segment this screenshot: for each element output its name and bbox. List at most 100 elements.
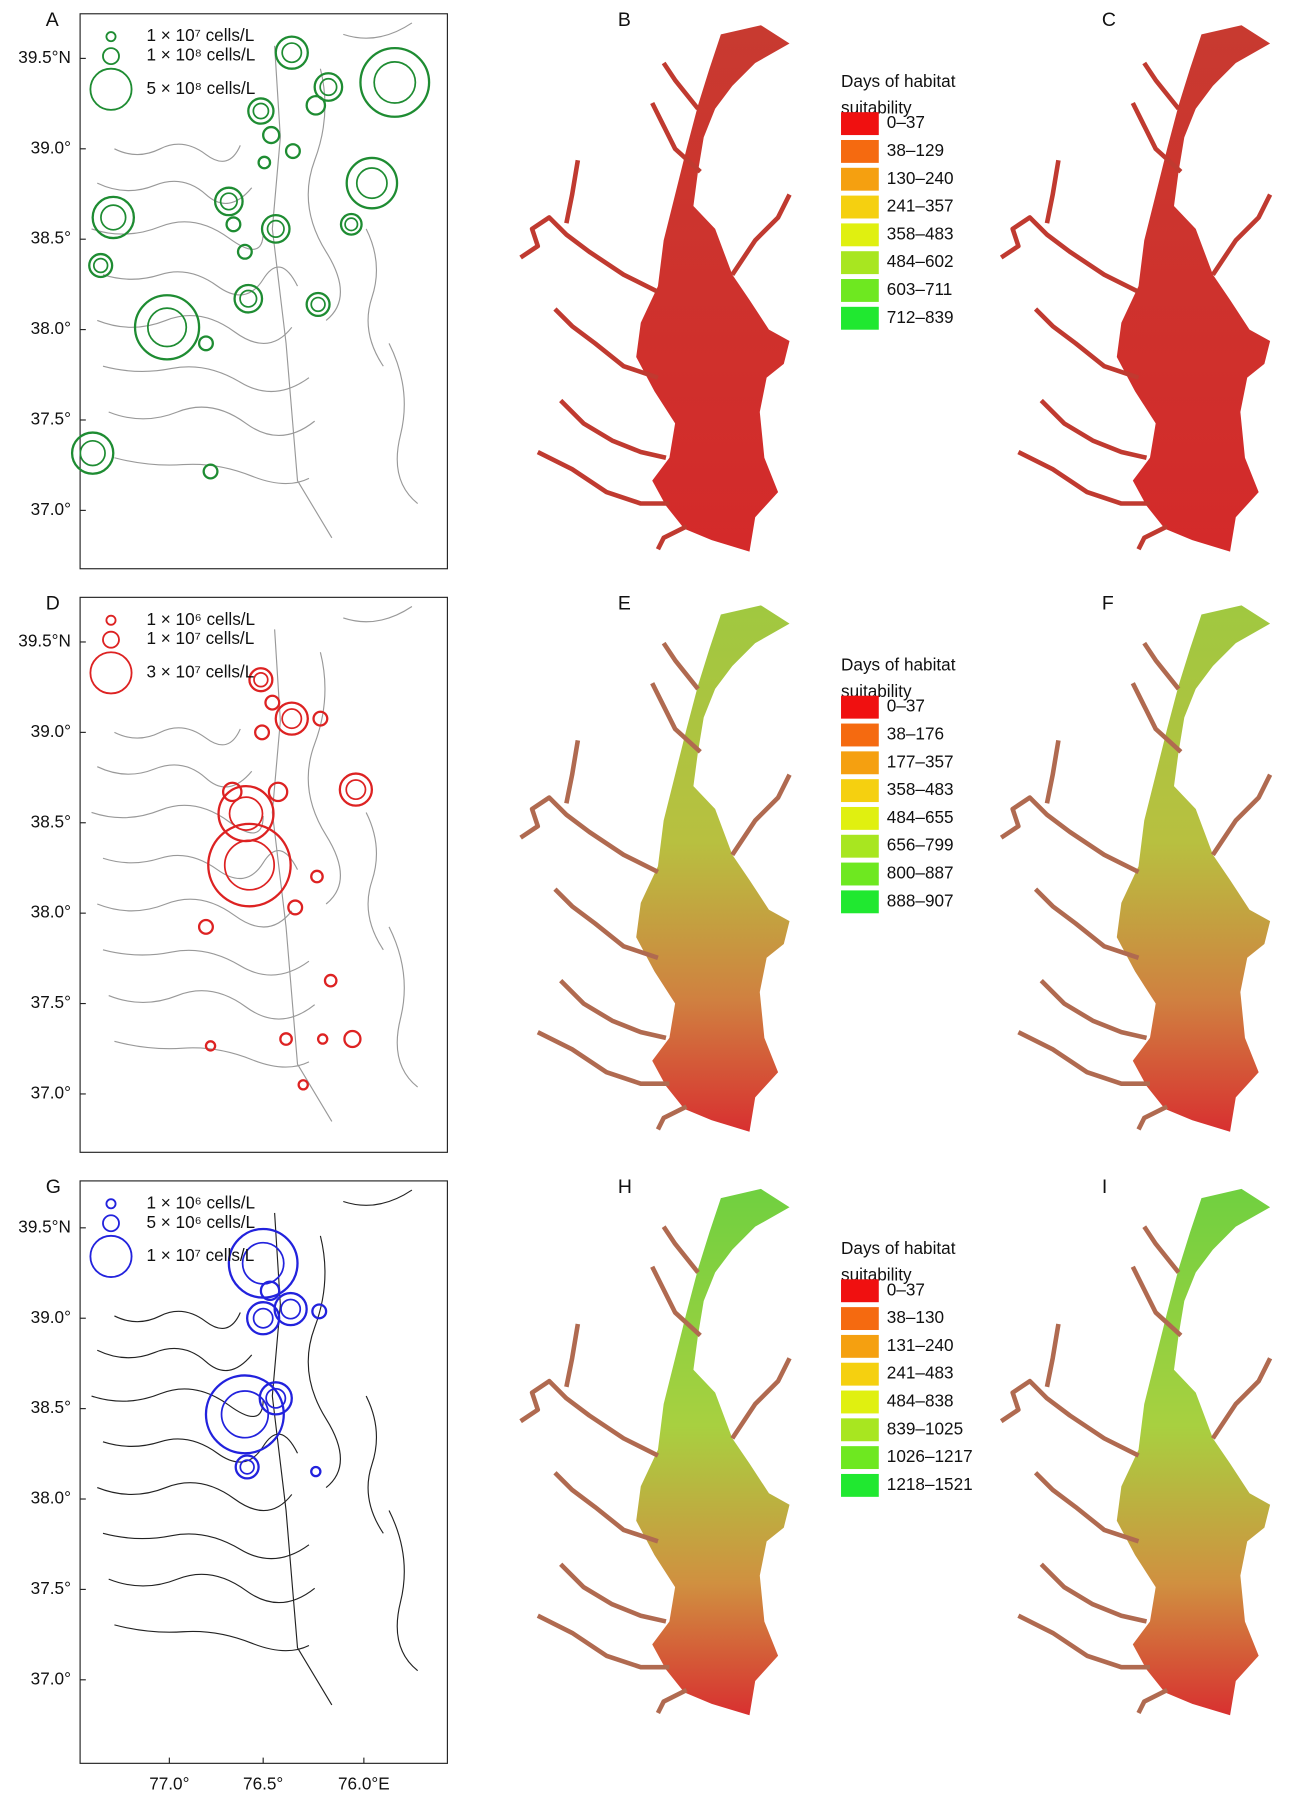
- panel-letter: D: [46, 592, 60, 614]
- legend-class: 38–176: [887, 724, 944, 744]
- observation-circle: [252, 1307, 274, 1329]
- legend-class: 358–483: [887, 223, 954, 243]
- lat-label: 37.0°: [31, 1668, 71, 1688]
- observation-circle: [234, 1454, 260, 1480]
- legend-circle: [89, 67, 133, 111]
- observation-circle: [239, 1459, 255, 1475]
- legend-swatch: [841, 890, 879, 914]
- legend-circle: [89, 651, 133, 695]
- legend-circle: [105, 1198, 117, 1210]
- observation-circle: [279, 1032, 293, 1046]
- legend-circle: [89, 1234, 133, 1278]
- legend-class: 358–483: [887, 779, 954, 799]
- legend-class: 603–711: [887, 279, 953, 299]
- observation-circle: [225, 216, 242, 233]
- map-frame: [79, 1180, 448, 1764]
- observation-circle: [305, 291, 331, 318]
- observation-circle: [239, 289, 258, 308]
- legend-swatch: [841, 862, 879, 886]
- observation-circle: [344, 217, 359, 232]
- observation-circle: [70, 431, 115, 475]
- model-map: [521, 25, 790, 551]
- observation-circle: [246, 1301, 281, 1336]
- legend-class: 484–838: [887, 1391, 954, 1411]
- legend-label: 3 × 10⁷ cells/L: [146, 661, 254, 681]
- legend-class: 839–1025: [887, 1418, 963, 1438]
- observation-circle: [133, 294, 201, 361]
- observation-circle: [79, 439, 106, 467]
- lat-label: 38.0°: [31, 318, 71, 338]
- lon-label: 76.5°: [243, 1774, 283, 1794]
- observation-circle: [323, 973, 338, 988]
- legend-class: 131–240: [887, 1335, 954, 1355]
- observation-circle: [345, 779, 367, 801]
- observation-circle: [339, 212, 363, 236]
- legend-swatch: [841, 195, 879, 219]
- observation-circle: [213, 186, 244, 217]
- observation-circle: [316, 1033, 329, 1045]
- legend-swatch: [841, 1334, 879, 1358]
- lat-label: 38.0°: [31, 902, 71, 922]
- map-frame: [79, 596, 448, 1153]
- lat-label: 39.5°N: [18, 47, 71, 67]
- lat-label: 38.5°: [31, 1397, 71, 1417]
- legend-title: Days of habitat: [841, 655, 956, 675]
- legend-swatch: [841, 139, 879, 163]
- legend-class: 0–37: [887, 696, 925, 716]
- legend-swatch: [841, 112, 879, 136]
- observation-circle: [281, 42, 303, 64]
- legend-swatch: [841, 834, 879, 858]
- observation-circle: [252, 102, 270, 120]
- observation-circle: [338, 772, 374, 807]
- observation-circle: [267, 781, 289, 803]
- lat-label: 39.0°: [31, 721, 71, 741]
- legend-swatch: [841, 1446, 879, 1470]
- observation-circle: [204, 1040, 217, 1052]
- legend-swatch: [841, 1362, 879, 1386]
- observation-circle: [223, 839, 276, 891]
- legend-label: 1 × 10⁶ cells/L: [146, 1192, 255, 1212]
- model-map: [1001, 1189, 1270, 1715]
- legend-swatch: [841, 806, 879, 830]
- legend-swatch: [841, 306, 879, 330]
- panel-letter: B: [618, 9, 631, 31]
- legend-swatch: [841, 751, 879, 775]
- legend-class: 888–907: [887, 890, 954, 910]
- observation-circle: [287, 899, 304, 916]
- lat-label: 37.5°: [31, 992, 71, 1012]
- lat-label: 38.5°: [31, 811, 71, 831]
- observation-circle: [253, 672, 269, 688]
- observation-circle: [345, 156, 399, 210]
- legend-swatch: [841, 223, 879, 247]
- observation-circle: [343, 1029, 362, 1049]
- legend-label: 1 × 10⁷ cells/L: [146, 1245, 254, 1265]
- legend-swatch: [841, 723, 879, 747]
- observation-circle: [207, 822, 292, 908]
- legend-swatch: [841, 1390, 879, 1414]
- observation-circle: [219, 192, 238, 211]
- observation-circle: [233, 283, 264, 314]
- observation-circle: [274, 35, 309, 70]
- panel-letter: F: [1102, 592, 1114, 614]
- legend-swatch: [841, 695, 879, 719]
- observation-circle: [257, 155, 272, 170]
- legend-class: 0–37: [887, 112, 925, 132]
- legend-class: 1026–1217: [887, 1446, 973, 1466]
- legend-swatch: [841, 1307, 879, 1331]
- observation-circle: [264, 694, 281, 711]
- observation-circle: [100, 204, 127, 231]
- model-map: [1001, 605, 1270, 1131]
- observation-circle: [310, 296, 326, 313]
- legend-circle: [102, 630, 120, 649]
- legend-class: 712–839: [887, 307, 954, 327]
- legend-circle: [102, 1214, 120, 1233]
- observation-circle: [228, 796, 264, 831]
- lat-label: 37.5°: [31, 409, 71, 429]
- observation-circle: [265, 1387, 287, 1409]
- observation-circle: [92, 257, 109, 274]
- observation-circle: [248, 667, 274, 693]
- legend-circle: [105, 614, 117, 626]
- observation-circle: [260, 214, 291, 244]
- lat-label: 39.5°N: [18, 631, 71, 651]
- observation-circle: [146, 307, 188, 348]
